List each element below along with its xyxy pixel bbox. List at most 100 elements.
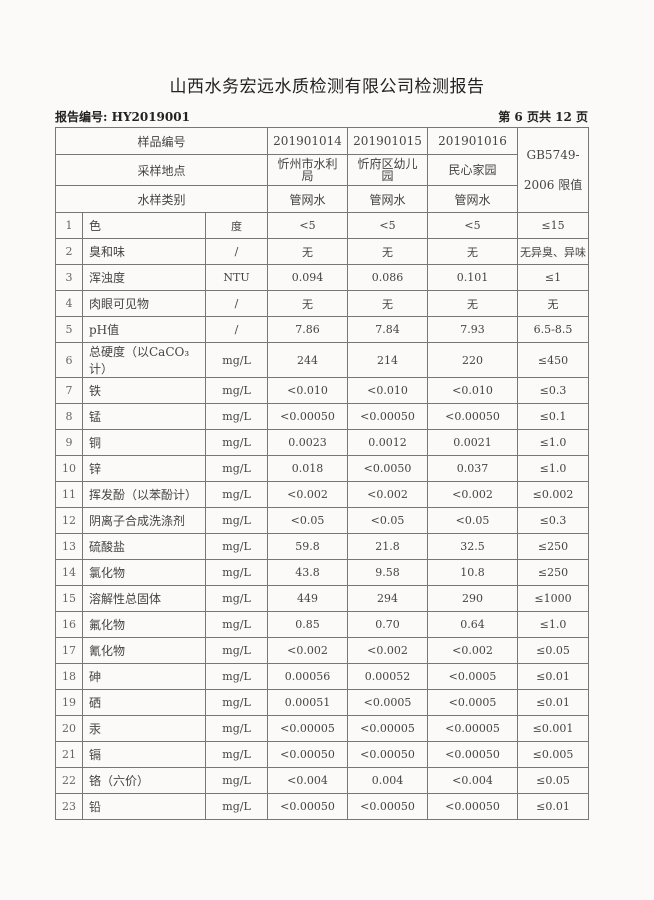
sample-type: 管网水 <box>267 185 349 213</box>
unit: 度 <box>204 212 269 239</box>
page-info: 第 6 页共 12 页 <box>498 110 588 124</box>
item-name: 硫酸盐 <box>82 533 206 560</box>
row-number: 23 <box>55 793 83 820</box>
result-value: 0.70 <box>347 611 429 638</box>
limit-value: ≤0.01 <box>517 663 590 690</box>
result-value: <0.010 <box>267 377 349 404</box>
result-value: <0.0005 <box>347 689 429 716</box>
item-name: 阴离子合成洗涤剂 <box>82 507 206 534</box>
limit-value: 6.5-8.5 <box>517 316 590 343</box>
result-value: <0.00050 <box>427 403 519 430</box>
limit-value: ≤0.005 <box>517 741 590 768</box>
table-row: 2 臭和味 / 无无无无异臭、异味 <box>55 238 590 265</box>
result-value: <0.004 <box>267 767 349 794</box>
table-row: 21 镉 mg/L <0.00050 <0.00050 <0.00050 ≤0.005 <box>55 741 590 768</box>
result-value: 220 <box>427 342 519 378</box>
row-number: 18 <box>55 663 83 690</box>
result-value: <0.00050 <box>267 403 349 430</box>
unit: mg/L <box>204 715 269 742</box>
result-value: <0.00050 <box>267 793 349 820</box>
unit: mg/L <box>204 559 269 586</box>
sample-no: 201901014 <box>267 127 349 155</box>
result-value: 无 <box>267 238 349 265</box>
result-value: <0.00005 <box>347 715 429 742</box>
limit-value: ≤0.05 <box>517 767 590 794</box>
result-value: 7.86 <box>267 316 349 343</box>
row-number: 14 <box>55 559 83 586</box>
limit-value: ≤0.002 <box>517 481 590 508</box>
row-number: 8 <box>55 403 83 430</box>
sample-no: 201901015 <box>347 127 429 155</box>
item-name: 浑浊度 <box>82 264 206 291</box>
item-name: 氟化物 <box>82 611 206 638</box>
result-value: <0.00005 <box>267 715 349 742</box>
result-value: <0.05 <box>427 507 519 534</box>
unit: mg/L <box>204 507 269 534</box>
row-number: 20 <box>55 715 83 742</box>
header-row-type: 水样类别 管网水 管网水 管网水 <box>54 185 589 213</box>
limit-value: ≤0.001 <box>517 715 590 742</box>
item-name: 氯化物 <box>82 559 206 586</box>
result-value: <0.00050 <box>427 741 519 768</box>
unit: mg/L <box>204 377 269 404</box>
result-value: 21.8 <box>347 533 429 560</box>
result-value: 290 <box>427 585 519 612</box>
result-value: 0.64 <box>427 611 519 638</box>
result-value: 0.0021 <box>427 429 519 456</box>
result-value: <0.00050 <box>347 741 429 768</box>
limit-value: ≤0.01 <box>517 689 590 716</box>
row-number: 15 <box>55 585 83 612</box>
result-value: <0.0050 <box>347 455 429 482</box>
row-number: 12 <box>55 507 83 534</box>
item-name: 镉 <box>82 741 206 768</box>
item-name: 锰 <box>82 403 206 430</box>
result-value: 无 <box>427 290 519 317</box>
limit-value: ≤250 <box>517 533 590 560</box>
table-row: 11 挥发酚（以苯酚计） mg/L <0.002 <0.002 <0.002 ≤0.002 <box>55 481 590 508</box>
row-number: 2 <box>55 238 83 265</box>
item-name: pH值 <box>82 316 206 343</box>
table-row: 1 色度 <5 <5 <5 ≤15 <box>55 212 590 239</box>
result-value: 无 <box>267 290 349 317</box>
unit: / <box>204 238 269 265</box>
result-value: 0.037 <box>427 455 519 482</box>
result-value: <5 <box>427 212 519 239</box>
report-meta: 报告编号: HY2019001 第 6 页共 12 页 <box>55 108 588 125</box>
table-row: 15 溶解性总固体 mg/L 449 294 290 ≤1000 <box>55 585 590 612</box>
table-row: 9 铜 mg/L 0.0023 0.0012 0.0021 ≤1.0 <box>55 429 590 456</box>
row-number: 9 <box>55 429 83 456</box>
item-name: 氰化物 <box>82 637 206 664</box>
result-value: <0.002 <box>267 637 349 664</box>
result-value: <0.05 <box>347 507 429 534</box>
table-row: 5 pH值/7.86 7.84 7.93 6.5-8.5 <box>55 316 590 343</box>
result-value: <0.002 <box>267 481 349 508</box>
row-number: 4 <box>55 290 83 317</box>
report-title: 山西水务宏远水质检测有限公司检测报告 <box>169 77 485 97</box>
report-number: 报告编号: HY2019001 <box>55 110 190 124</box>
limit-value: ≤1000 <box>517 585 590 612</box>
item-name: 肉眼可见物 <box>82 290 206 317</box>
result-value: 0.85 <box>267 611 349 638</box>
sample-location: 忻州市水利局 <box>267 154 349 186</box>
row-number: 10 <box>55 455 83 482</box>
limit-value: ≤0.3 <box>517 377 590 404</box>
item-name: 汞 <box>82 715 206 742</box>
standard-label-2: 2006 限值 <box>523 178 583 192</box>
result-value: 0.0012 <box>347 429 429 456</box>
item-name: 铜 <box>82 429 206 456</box>
unit: mg/L <box>204 342 269 378</box>
results-table: 样品编号 201901014 201901015 201901016 GB574… <box>54 127 590 820</box>
item-name: 铬（六价） <box>82 767 206 794</box>
item-name: 挥发酚（以苯酚计） <box>82 481 206 508</box>
row-number: 11 <box>55 481 83 508</box>
result-value: <0.002 <box>427 481 519 508</box>
result-value: 244 <box>267 342 349 378</box>
result-value: <0.00050 <box>267 741 349 768</box>
row-number: 6 <box>55 342 83 378</box>
unit: mg/L <box>204 611 269 638</box>
row-number: 1 <box>55 212 83 239</box>
item-name: 色 <box>82 212 206 239</box>
table-row: 6 总硬度（以CaCO₃计） mg/L 244 214 220 ≤450 <box>55 342 590 378</box>
unit: mg/L <box>204 689 269 716</box>
table-row: 7 铁 mg/L <0.010 <0.010 <0.010 ≤0.3 <box>55 377 590 404</box>
